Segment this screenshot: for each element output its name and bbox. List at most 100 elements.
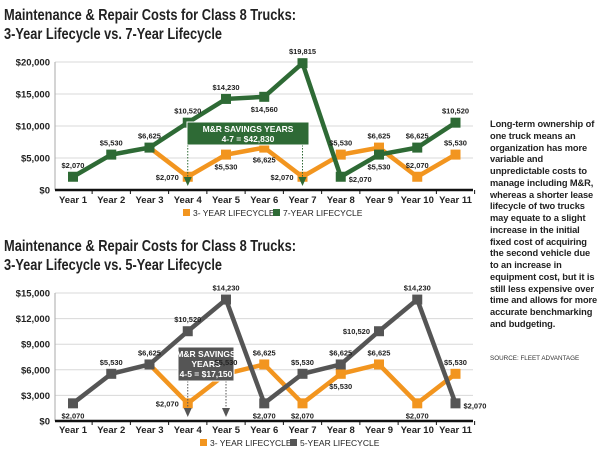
savings-label: M&R SAVINGS YEARS — [203, 124, 294, 134]
source-note: SOURCE: FLEET ADVANTAGE — [490, 355, 580, 362]
data-point — [450, 149, 461, 160]
data-point — [68, 398, 78, 409]
savings-label: 4-5 = $17,150 — [180, 369, 233, 379]
data-label: $2,070 — [406, 161, 429, 170]
legend-label: 5-YEAR LIFECYCLE — [300, 438, 380, 448]
data-point — [450, 368, 461, 379]
data-label: $2,070 — [156, 399, 179, 408]
x-tick-label: Year 7 — [289, 425, 317, 436]
x-tick-label: Year 2 — [97, 195, 125, 206]
chart-title: Maintenance & Repair Costs for Class 8 T… — [4, 7, 296, 24]
y-tick-label: $10,000 — [16, 122, 50, 133]
data-label: $10,520 — [442, 107, 469, 116]
data-label: $10,520 — [174, 315, 201, 324]
x-tick-label: Year 1 — [59, 425, 88, 436]
data-label: $2,070 — [349, 175, 372, 184]
data-point — [182, 326, 193, 337]
data-label: $6,625 — [368, 348, 391, 357]
data-point — [182, 171, 193, 182]
x-tick-label: Year 6 — [250, 425, 278, 436]
x-tick-label: Year 11 — [439, 425, 472, 436]
data-point — [374, 359, 384, 370]
x-tick-label: Year 5 — [212, 195, 241, 206]
x-tick-label: Year 9 — [365, 425, 393, 436]
data-point — [259, 359, 270, 370]
data-label: $2,070 — [62, 411, 85, 420]
data-point — [335, 359, 346, 370]
data-point — [412, 398, 423, 409]
data-label: $5,530 — [329, 382, 352, 391]
y-tick-label: $20,000 — [16, 58, 50, 69]
data-point — [297, 171, 308, 182]
y-tick-label: $15,000 — [16, 90, 50, 101]
x-tick-label: Year 11 — [439, 195, 472, 206]
y-tick-label: $0 — [39, 417, 50, 428]
y-tick-label: $0 — [39, 186, 50, 197]
data-point — [106, 368, 117, 379]
data-point — [450, 117, 461, 128]
data-label: $5,530 — [291, 358, 314, 367]
x-tick-label: Year 4 — [174, 195, 203, 206]
chart-2: Maintenance & Repair Costs for Class 8 T… — [4, 238, 486, 448]
y-tick-label: $9,000 — [21, 340, 50, 351]
data-label: $5,530 — [444, 139, 467, 148]
data-point — [450, 398, 461, 409]
data-label: $14,560 — [251, 105, 278, 114]
y-tick-label: $5,000 — [21, 154, 50, 165]
arrow-down-icon — [183, 177, 192, 186]
data-label: $6,625 — [253, 156, 276, 165]
data-label: $5,530 — [215, 358, 238, 367]
data-label: $19,815 — [289, 47, 316, 56]
data-point — [297, 58, 308, 69]
data-label: $6,625 — [368, 132, 391, 141]
data-point — [335, 368, 346, 379]
legend-swatch — [200, 439, 207, 446]
x-tick-label: Year 3 — [136, 425, 164, 436]
y-tick-label: $15,000 — [16, 289, 50, 300]
data-label: $14,230 — [404, 284, 431, 293]
data-label: $2,070 — [271, 173, 294, 182]
x-tick-label: Year 8 — [327, 425, 355, 436]
data-label: $10,520 — [343, 327, 370, 336]
data-point — [68, 171, 78, 182]
x-tick-label: Year 5 — [212, 425, 241, 436]
x-tick-label: Year 1 — [59, 195, 88, 206]
chart-title: Maintenance & Repair Costs for Class 8 T… — [4, 238, 296, 255]
data-point — [221, 149, 231, 160]
legend-label: 3- YEAR LIFECYCLE — [210, 438, 292, 448]
data-point — [335, 171, 346, 182]
data-label: $2,070 — [156, 173, 179, 182]
savings-label: YEARS — [191, 359, 221, 369]
savings-label: M&R SAVINGS — [176, 349, 236, 359]
data-label: $10,520 — [174, 107, 201, 116]
data-label: $2,070 — [291, 411, 314, 420]
data-label: $2,070 — [464, 401, 487, 410]
data-point — [221, 294, 231, 305]
data-point — [374, 326, 384, 337]
legend-swatch — [290, 439, 297, 446]
data-label: $5,530 — [215, 163, 238, 172]
data-label: $6,625 — [406, 132, 429, 141]
x-tick-label: Year 6 — [250, 195, 278, 206]
data-point — [374, 149, 384, 160]
data-point — [412, 142, 423, 153]
savings-box — [186, 121, 310, 146]
data-label: $2,070 — [253, 411, 276, 420]
arrow-down-icon — [222, 408, 230, 417]
data-label: $14,230 — [212, 83, 239, 92]
x-tick-label: Year 10 — [401, 425, 434, 436]
chart-title: 3-Year Lifecycle vs. 7-Year Lifecycle — [4, 26, 222, 43]
savings-label: 4-7 = $42,830 — [222, 134, 275, 144]
data-label: $6,625 — [329, 348, 352, 357]
data-label: $6,625 — [253, 348, 276, 357]
data-point — [297, 368, 308, 379]
data-label: $5,530 — [444, 358, 467, 367]
x-tick-label: Year 2 — [97, 425, 125, 436]
data-label: $5,530 — [329, 139, 352, 148]
x-tick-label: Year 7 — [289, 195, 317, 206]
data-point — [297, 398, 308, 409]
arrow-down-icon — [298, 177, 307, 186]
data-point — [259, 142, 270, 153]
